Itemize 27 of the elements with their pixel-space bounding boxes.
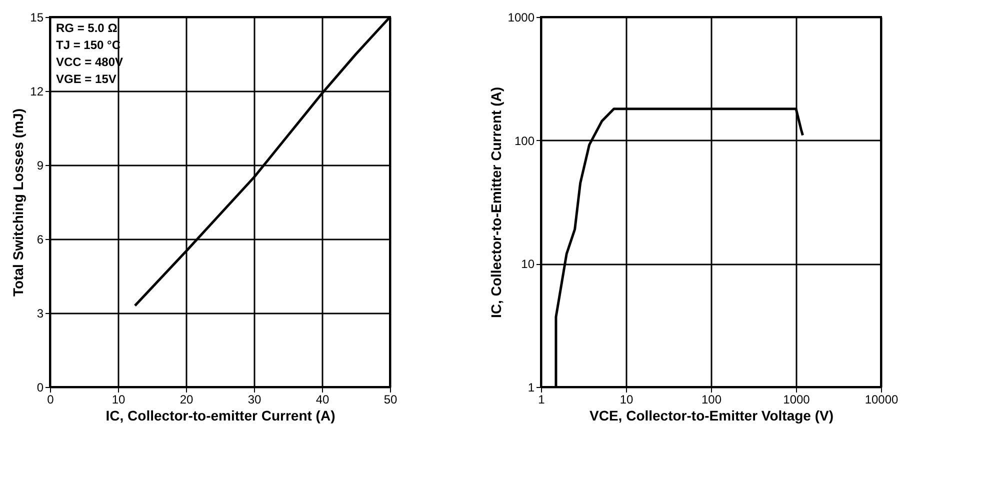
x-axis-title: VCE, Collector-to-Emitter Voltage (V) [590, 408, 834, 424]
y-axis-title: IC, Collector-to-Emitter Current (A) [488, 87, 504, 318]
y-tick-label: 1000 [508, 10, 535, 24]
annotation: RG = 5.0 Ω [56, 21, 118, 35]
y-tick-label: 100 [514, 134, 535, 148]
annotation: VGE = 15V [56, 72, 116, 86]
y-axis-title: Total Switching Losses (mJ) [10, 108, 26, 296]
y-tick-label: 12 [30, 84, 44, 98]
x-tick-label: 100 [701, 392, 722, 406]
y-tick-label: 6 [36, 232, 44, 246]
x-tick-label: 10 [620, 392, 634, 406]
x-tick-label: 40 [316, 392, 330, 406]
y-tick-label: 15 [30, 10, 44, 24]
x-tick-label: 10 [112, 392, 126, 406]
x-tick-label: 1000 [783, 392, 810, 406]
y-tick-label: 3 [36, 306, 44, 320]
y-tick-label: 1 [528, 380, 535, 394]
x-tick-label: 1 [538, 392, 546, 406]
y-tick-label: 10 [521, 257, 535, 272]
y-tick-label: 0 [36, 380, 44, 394]
x-tick-label: 50 [384, 392, 398, 406]
x-tick-label: 30 [248, 392, 262, 406]
x-tick-label: 10000 [864, 392, 899, 406]
x-tick-label: 20 [180, 392, 194, 406]
x-axis-title: IC, Collector-to-emitter Current (A) [106, 408, 336, 424]
y-tick-label: 9 [36, 158, 44, 172]
x-tick-label: 0 [47, 392, 54, 406]
